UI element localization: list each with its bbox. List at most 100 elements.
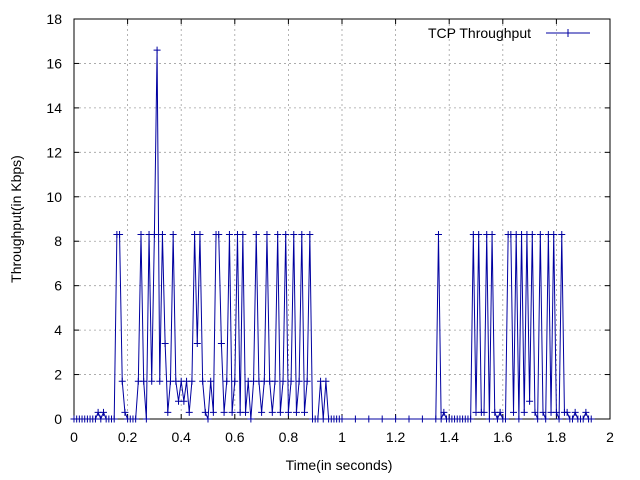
data-point-marker bbox=[303, 377, 311, 385]
data-point-marker bbox=[132, 415, 140, 423]
x-tick-label: 0.8 bbox=[279, 429, 299, 445]
y-tick-label: 14 bbox=[46, 100, 62, 116]
legend-label-tcp-throughput: TCP Throughput bbox=[428, 25, 531, 41]
data-point-marker bbox=[338, 415, 346, 423]
y-tick-label: 18 bbox=[46, 11, 62, 27]
data-point-marker bbox=[169, 231, 177, 239]
data-point-marker bbox=[252, 231, 260, 239]
data-point-marker bbox=[501, 415, 509, 423]
data-point-marker bbox=[510, 408, 518, 416]
data-point-marker bbox=[558, 231, 566, 239]
data-point-marker bbox=[434, 231, 442, 239]
data-point-marker bbox=[153, 46, 161, 54]
data-point-marker bbox=[542, 415, 550, 423]
data-point-marker bbox=[268, 408, 276, 416]
data-point-marker bbox=[148, 377, 156, 385]
data-point-marker bbox=[116, 231, 124, 239]
data-point-marker bbox=[121, 408, 129, 416]
data-point-marker bbox=[231, 377, 239, 385]
data-point-marker bbox=[242, 408, 250, 416]
data-point-marker bbox=[199, 377, 207, 385]
x-tick-label: 2 bbox=[606, 429, 614, 445]
data-point-marker bbox=[528, 231, 536, 239]
data-point-marker bbox=[351, 415, 359, 423]
data-point-marker bbox=[365, 415, 373, 423]
data-point-marker bbox=[161, 339, 169, 347]
data-point-marker bbox=[263, 231, 271, 239]
data-point-marker bbox=[217, 339, 225, 347]
y-tick-label: 16 bbox=[46, 55, 62, 71]
data-point-marker bbox=[201, 408, 209, 416]
data-point-marker bbox=[274, 231, 282, 239]
legend: TCP Throughput bbox=[428, 25, 590, 41]
data-point-marker bbox=[485, 415, 493, 423]
data-point-marker bbox=[110, 415, 118, 423]
data-point-marker bbox=[290, 231, 298, 239]
y-axis-title: Throughput(in Kbps) bbox=[8, 155, 24, 283]
y-tick-label: 2 bbox=[54, 367, 62, 383]
y-tick-label: 8 bbox=[54, 233, 62, 249]
data-point-marker bbox=[215, 231, 223, 239]
data-point-marker bbox=[118, 377, 126, 385]
data-point-marker bbox=[515, 415, 523, 423]
data-point-marker bbox=[279, 377, 287, 385]
y-tick-label: 4 bbox=[54, 322, 62, 338]
data-point-marker bbox=[196, 231, 204, 239]
series-layer bbox=[70, 46, 595, 423]
data-point-marker bbox=[571, 408, 579, 416]
data-point-marker bbox=[142, 415, 150, 423]
data-point-marker bbox=[582, 408, 590, 416]
data-point-marker bbox=[526, 397, 534, 405]
data-point-marker bbox=[282, 231, 290, 239]
x-tick-label: 1.8 bbox=[547, 429, 567, 445]
data-point-marker bbox=[185, 408, 193, 416]
data-point-marker bbox=[322, 377, 330, 385]
data-point-marker bbox=[378, 415, 386, 423]
y-tick-label: 12 bbox=[46, 144, 62, 160]
data-point-marker bbox=[552, 408, 560, 416]
data-point-marker bbox=[534, 415, 542, 423]
data-point-marker bbox=[539, 408, 547, 416]
data-point-marker bbox=[496, 408, 504, 416]
data-point-marker bbox=[405, 415, 413, 423]
x-axis-title: Time(in seconds) bbox=[286, 457, 393, 473]
data-point-marker bbox=[247, 415, 255, 423]
data-point-marker bbox=[99, 408, 107, 416]
data-point-marker bbox=[563, 408, 571, 416]
data-point-marker bbox=[536, 231, 544, 239]
data-point-marker bbox=[188, 377, 196, 385]
data-point-marker bbox=[555, 415, 563, 423]
x-tick-label: 0.6 bbox=[225, 429, 245, 445]
data-point-marker bbox=[284, 408, 292, 416]
data-point-marker bbox=[225, 231, 233, 239]
data-point-marker bbox=[392, 415, 400, 423]
data-point-marker bbox=[467, 415, 475, 423]
y-tick-label: 10 bbox=[46, 189, 62, 205]
data-point-marker bbox=[209, 408, 217, 416]
data-point-marker bbox=[300, 408, 308, 416]
data-point-marker bbox=[587, 415, 595, 423]
x-tick-label: 1.4 bbox=[439, 429, 459, 445]
data-point-marker bbox=[480, 408, 488, 416]
data-point-marker bbox=[223, 377, 231, 385]
data-point-marker bbox=[271, 377, 279, 385]
legend-marker-plus bbox=[564, 29, 572, 37]
data-point-marker bbox=[164, 408, 172, 416]
x-tick-label: 1.6 bbox=[493, 429, 513, 445]
data-point-marker bbox=[520, 408, 528, 416]
data-point-marker bbox=[204, 415, 212, 423]
x-tick-label: 1.2 bbox=[386, 429, 406, 445]
data-point-marker bbox=[440, 408, 448, 416]
x-tick-label: 0.2 bbox=[118, 429, 138, 445]
series-line-tcp-throughput bbox=[74, 50, 592, 421]
data-point-marker bbox=[220, 408, 228, 416]
data-point-marker bbox=[298, 231, 306, 239]
data-point-marker bbox=[137, 231, 145, 239]
data-point-marker bbox=[550, 231, 558, 239]
data-point-marker bbox=[488, 231, 496, 239]
x-tick-label: 0.4 bbox=[171, 429, 191, 445]
data-point-marker bbox=[193, 339, 201, 347]
y-tick-label: 0 bbox=[54, 411, 62, 427]
x-tick-label: 1 bbox=[338, 429, 346, 445]
